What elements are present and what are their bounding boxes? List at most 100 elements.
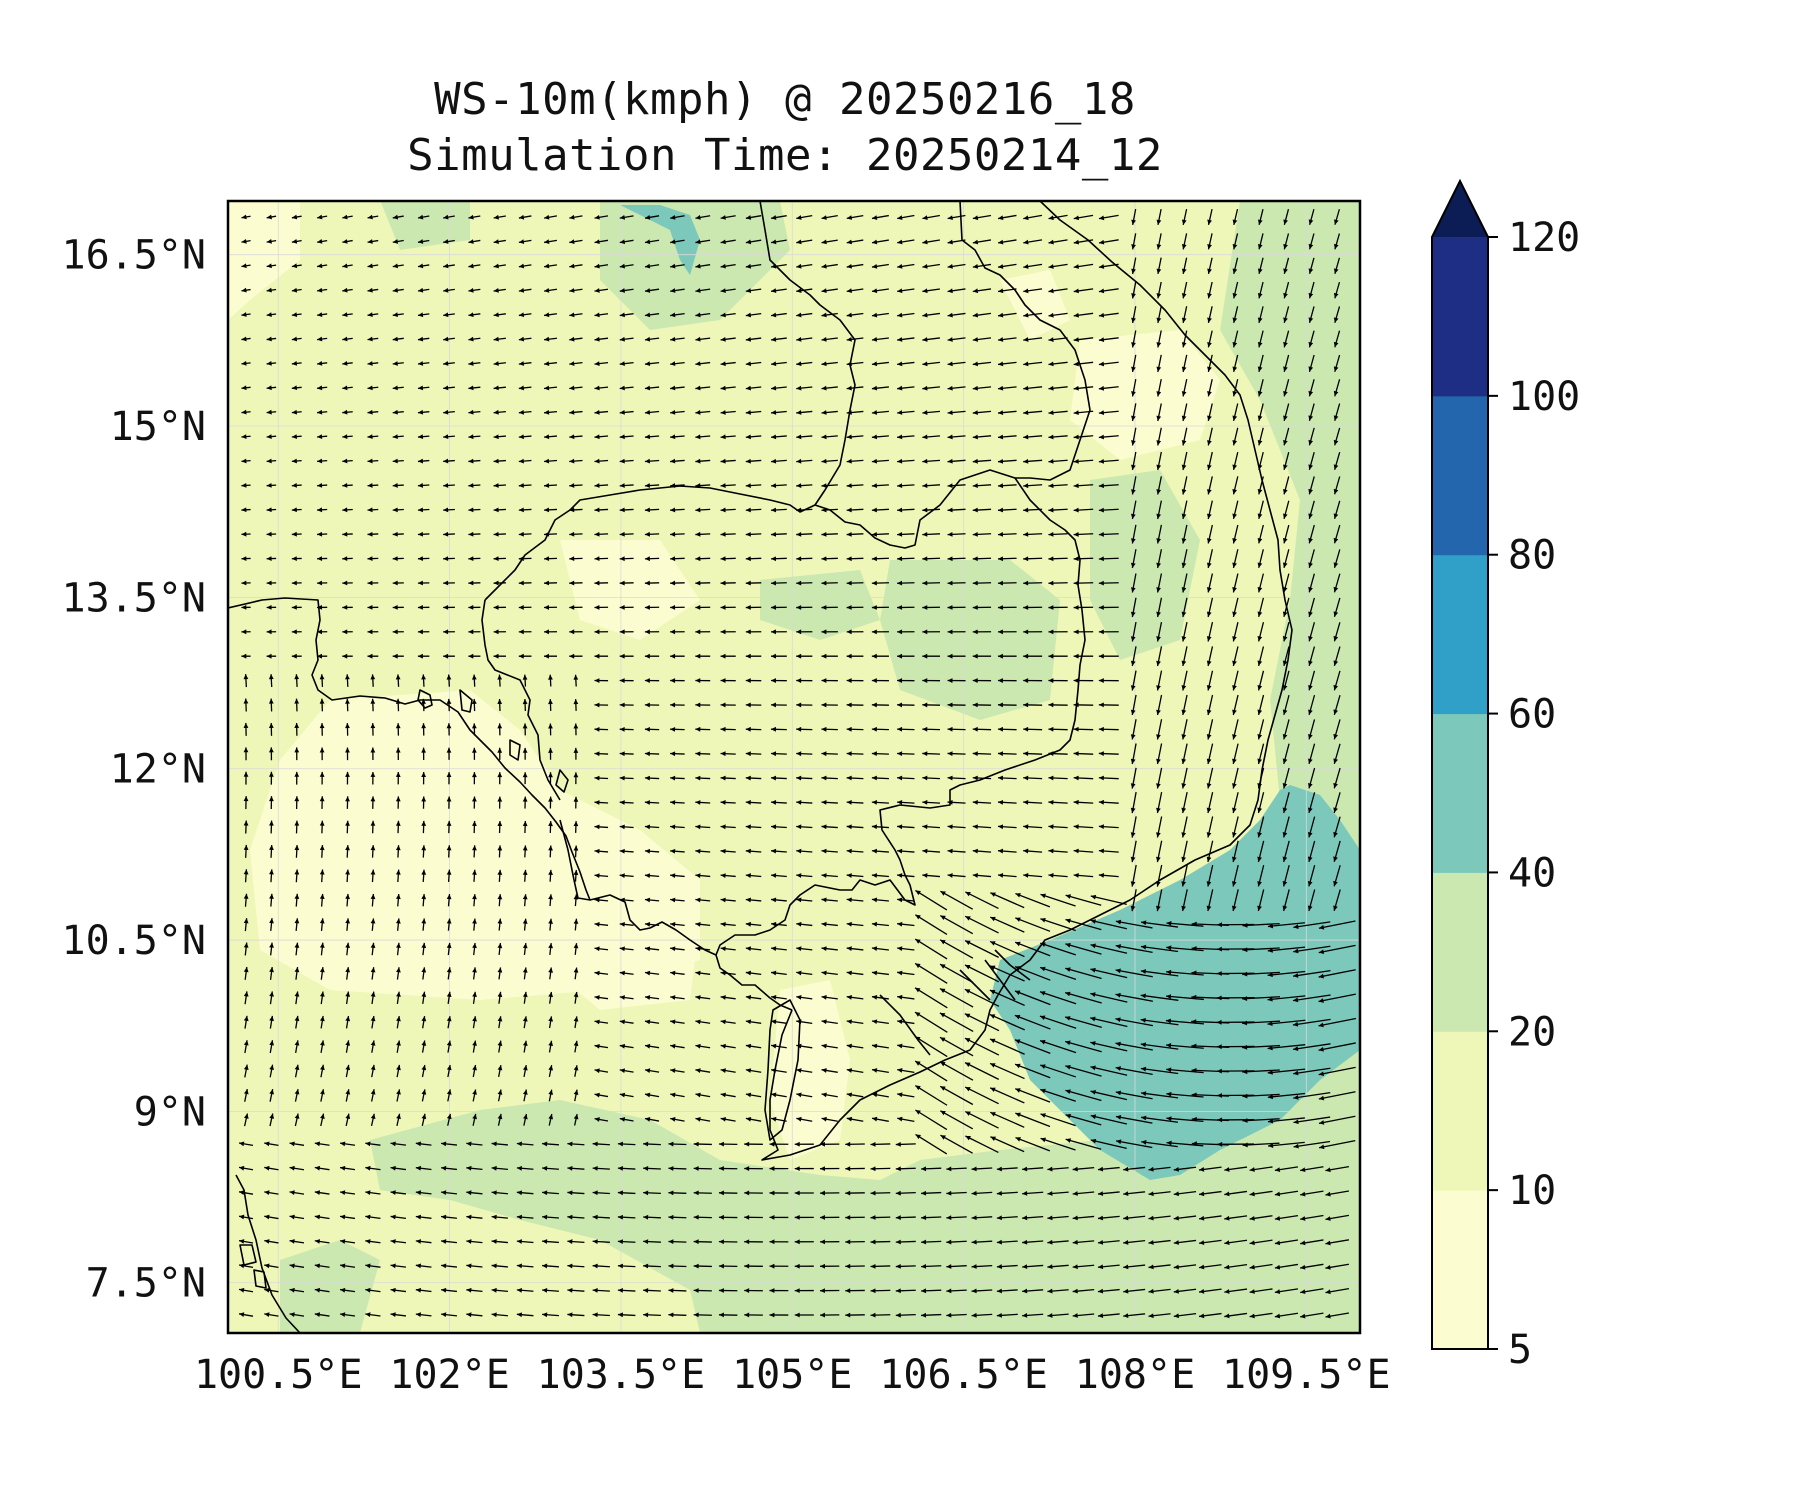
wind-arrow (1206, 646, 1214, 667)
wind-arrow (370, 991, 376, 1005)
wind-arrow (466, 1190, 483, 1196)
wind-arrow (594, 434, 609, 440)
wind-arrow (871, 946, 889, 951)
wind-arrow (846, 726, 864, 732)
wind-arrow (548, 747, 553, 760)
wind-arrow (720, 239, 736, 245)
wind-arrow (266, 653, 277, 659)
wind-arrow (871, 410, 889, 415)
wind-arrow (1130, 743, 1137, 765)
wind-arrow (421, 1064, 427, 1078)
wind-arrow (989, 1087, 1025, 1104)
wind-arrow (1048, 799, 1068, 805)
wind-arrow (468, 214, 481, 220)
wind-arrow (695, 239, 711, 245)
wind-arrow (1333, 865, 1341, 887)
wind-arrow (446, 991, 452, 1004)
wind-arrow (1072, 1215, 1095, 1221)
wind-arrow (997, 751, 1017, 757)
wind-arrow (1023, 288, 1043, 294)
wind-arrow (1098, 775, 1119, 781)
wind-arrow (720, 580, 736, 586)
wind-arrow (1131, 257, 1137, 275)
wind-arrow (1283, 257, 1290, 274)
wind-arrow (619, 434, 634, 440)
wind-arrow (997, 653, 1017, 659)
wind-arrow (644, 385, 660, 391)
wind-arrow (794, 1215, 814, 1220)
wind-arrow (1156, 840, 1163, 863)
wind-arrow (745, 483, 762, 488)
wind-arrow (421, 967, 427, 980)
wind-arrow (1242, 947, 1280, 953)
wind-arrow (1308, 330, 1315, 348)
wind-arrow (269, 966, 274, 980)
wind-arrow (518, 531, 532, 537)
wind-arrow (1257, 403, 1264, 422)
wind-arrow (939, 1085, 974, 1106)
wind-arrow (264, 1312, 279, 1318)
wind-arrow (1048, 507, 1068, 513)
wind-arrow (243, 893, 249, 907)
wind-arrow (548, 1113, 554, 1126)
wind-arrow (468, 629, 481, 635)
wind-arrow (895, 1312, 916, 1318)
wind-arrow (319, 1015, 325, 1029)
wind-arrow (542, 1263, 559, 1269)
wind-arrow (1140, 969, 1179, 977)
wind-arrow (1073, 239, 1094, 245)
wind-arrow (670, 312, 685, 318)
wind-arrow (972, 702, 992, 708)
wind-arrow (972, 653, 992, 659)
wind-arrow (644, 702, 660, 708)
wind-arrow (468, 556, 481, 562)
wind-arrow (1242, 996, 1281, 1001)
wind-arrow (821, 458, 838, 464)
wind-arrow (897, 288, 915, 294)
wind-arrow (796, 775, 813, 781)
wind-arrow (392, 239, 404, 244)
wind-arrow (497, 747, 503, 760)
wind-arrow (1181, 694, 1188, 716)
wind-arrow (895, 1239, 916, 1245)
wind-arrow (468, 312, 481, 318)
wind-arrow (266, 483, 277, 488)
wind-arrow (518, 288, 532, 293)
wind-arrow (548, 699, 553, 711)
wind-arrow (1048, 410, 1068, 416)
wind-arrow (493, 483, 506, 488)
wind-arrow (291, 214, 302, 220)
wind-arrow (922, 312, 941, 318)
wind-arrow (314, 1312, 330, 1318)
wind-arrow (939, 939, 974, 959)
wind-arrow (644, 434, 660, 440)
wind-arrow (1333, 257, 1341, 274)
wind-arrow (1048, 483, 1068, 489)
wind-arrow (468, 434, 481, 440)
wind-arrow (1130, 646, 1137, 667)
wind-arrow (367, 629, 379, 635)
wind-arrow (695, 1019, 711, 1025)
wind-arrow (971, 1288, 993, 1294)
wind-arrow (846, 800, 864, 805)
wind-arrow (846, 653, 864, 659)
wind-arrow (1048, 434, 1068, 440)
wind-arrow (592, 1239, 610, 1244)
wind-arrow (415, 1165, 432, 1171)
wind-arrow (1318, 1115, 1356, 1125)
wind-arrow (339, 1287, 356, 1293)
wind-arrow (1048, 239, 1068, 245)
wind-arrow (846, 483, 864, 489)
wind-arrow (720, 288, 736, 293)
wind-arrow (619, 824, 634, 830)
lat-tick-label: 13.5°N (62, 575, 207, 621)
wind-arrow (522, 869, 528, 882)
wind-arrow (1207, 476, 1213, 495)
wind-arrow (1206, 597, 1214, 618)
wind-arrow (1048, 824, 1068, 830)
wind-arrow (914, 987, 948, 1009)
wind-arrow (670, 751, 685, 757)
wind-arrow (1023, 629, 1043, 635)
wind-arrow (821, 507, 838, 513)
wind-arrow (319, 845, 325, 858)
